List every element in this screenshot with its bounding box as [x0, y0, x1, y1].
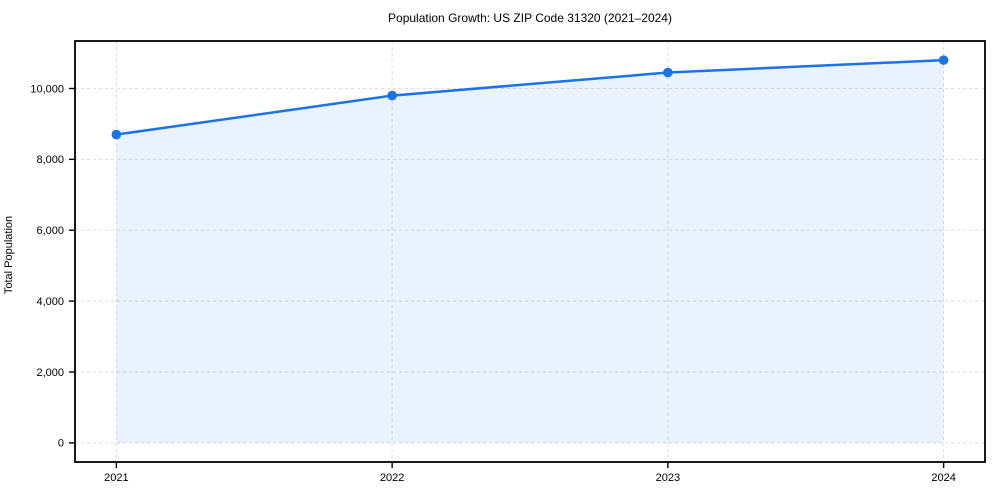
data-point-marker — [387, 90, 397, 101]
area-fill — [116, 60, 944, 443]
data-point-marker — [663, 67, 673, 78]
data-point-marker — [938, 55, 949, 65]
plot-background — [75, 41, 985, 462]
y-tick-label: 4,000 — [36, 296, 64, 308]
data-line — [115, 58, 945, 136]
y-tick-label: 8,000 — [36, 154, 64, 166]
x-tick-label: 2022 — [380, 472, 404, 484]
y-tick-label: 0 — [58, 438, 64, 450]
plot-border — [74, 40, 986, 463]
chart-title: Population Growth: US ZIP Code 31320 (20… — [388, 11, 672, 25]
y-tick-label: 2,000 — [36, 367, 64, 379]
y-tick-label: 6,000 — [36, 225, 64, 237]
x-tick-label: 2021 — [104, 472, 128, 484]
x-tick-label: 2024 — [931, 472, 955, 484]
x-tick-label: 2023 — [656, 472, 680, 484]
y-tick-label: 10,000 — [30, 83, 64, 95]
data-point-marker — [111, 129, 122, 140]
